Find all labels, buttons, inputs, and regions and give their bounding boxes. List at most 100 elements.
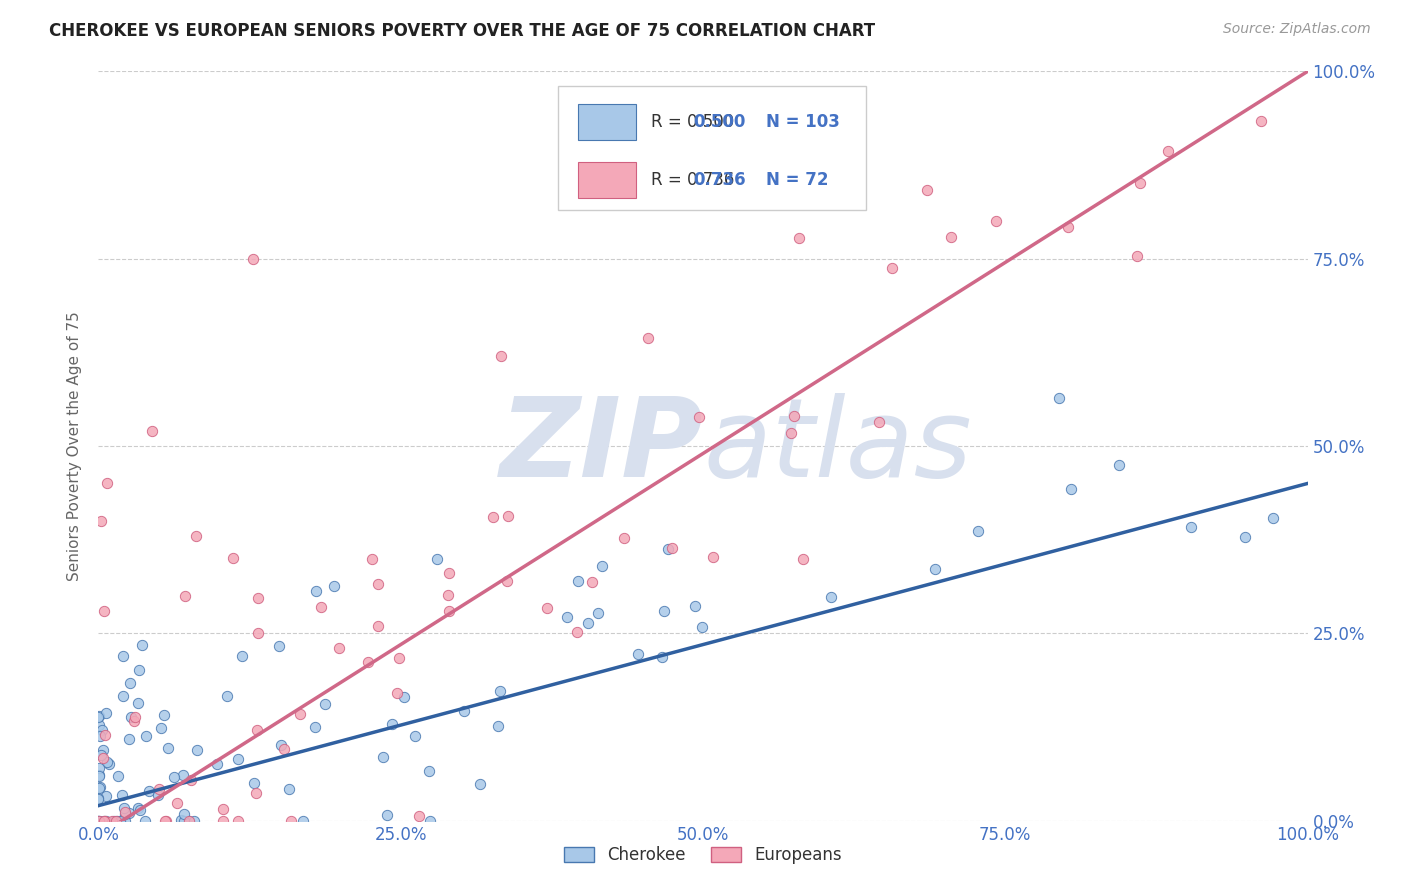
- Point: [496, 508, 519, 523]
- Point: [124, 709, 146, 723]
- Point: [613, 532, 636, 546]
- Point: [163, 770, 186, 784]
- Point: [183, 814, 205, 828]
- Point: [108, 814, 131, 828]
- Point: [184, 529, 207, 543]
- Point: [486, 719, 509, 733]
- Point: [591, 558, 613, 573]
- Point: [111, 649, 134, 664]
- Point: [96, 756, 118, 770]
- Point: [453, 704, 475, 718]
- Point: [94, 789, 117, 804]
- Point: [87, 814, 110, 828]
- Point: [90, 747, 112, 762]
- Point: [915, 183, 938, 197]
- Point: [967, 524, 990, 538]
- Point: [87, 768, 110, 782]
- Point: [1129, 176, 1152, 190]
- Point: [309, 599, 332, 614]
- Point: [89, 781, 111, 796]
- Point: [155, 814, 177, 828]
- Point: [418, 764, 440, 778]
- Point: [138, 783, 160, 797]
- Point: [245, 786, 267, 800]
- FancyBboxPatch shape: [578, 104, 637, 140]
- Point: [388, 651, 411, 665]
- Point: [496, 574, 519, 588]
- Point: [288, 707, 311, 722]
- Point: [404, 729, 426, 743]
- Point: [322, 579, 344, 593]
- Point: [215, 690, 238, 704]
- Text: R = 0.736: R = 0.736: [651, 171, 734, 189]
- Point: [134, 814, 156, 828]
- Point: [98, 756, 121, 771]
- Point: [91, 750, 114, 764]
- Point: [683, 599, 706, 613]
- Text: Source: ZipAtlas.com: Source: ZipAtlas.com: [1223, 22, 1371, 37]
- Y-axis label: Seniors Poverty Over the Age of 75: Seniors Poverty Over the Age of 75: [67, 311, 83, 581]
- Point: [408, 809, 430, 823]
- Text: R = 0.500: R = 0.500: [651, 113, 734, 131]
- Point: [381, 716, 404, 731]
- Point: [1047, 391, 1070, 405]
- Point: [122, 714, 145, 729]
- Point: [172, 767, 194, 781]
- Point: [1250, 114, 1272, 128]
- Text: 0.500: 0.500: [693, 113, 745, 131]
- Point: [110, 814, 132, 828]
- Point: [357, 655, 380, 669]
- Point: [93, 604, 115, 618]
- Point: [267, 640, 290, 654]
- FancyBboxPatch shape: [578, 162, 637, 198]
- Point: [173, 589, 195, 603]
- Point: [128, 663, 150, 677]
- Point: [247, 591, 270, 606]
- Point: [273, 741, 295, 756]
- Text: CHEROKEE VS EUROPEAN SENIORS POVERTY OVER THE AGE OF 75 CORRELATION CHART: CHEROKEE VS EUROPEAN SENIORS POVERTY OVE…: [49, 22, 876, 40]
- Point: [688, 409, 710, 424]
- Point: [112, 801, 135, 815]
- Text: 0.736: 0.736: [693, 171, 747, 189]
- Point: [637, 330, 659, 344]
- Point: [565, 624, 588, 639]
- Point: [375, 807, 398, 822]
- Point: [1234, 530, 1257, 544]
- Point: [652, 604, 675, 618]
- Point: [924, 562, 946, 576]
- Point: [702, 549, 724, 564]
- Point: [567, 574, 589, 588]
- Point: [242, 776, 264, 790]
- Point: [105, 814, 128, 828]
- Point: [1263, 510, 1285, 524]
- Point: [101, 814, 124, 828]
- Point: [152, 707, 174, 722]
- Point: [87, 814, 110, 828]
- Point: [141, 424, 163, 438]
- Point: [231, 648, 253, 663]
- Point: [1157, 145, 1180, 159]
- Point: [278, 781, 301, 796]
- Text: N = 103: N = 103: [766, 113, 839, 131]
- Point: [186, 743, 208, 757]
- Point: [270, 738, 292, 752]
- Point: [87, 761, 110, 775]
- Point: [103, 814, 125, 828]
- Point: [305, 584, 328, 599]
- Point: [111, 689, 134, 703]
- Point: [89, 729, 111, 743]
- Point: [87, 718, 110, 732]
- Point: [820, 590, 842, 604]
- Point: [89, 780, 111, 794]
- Point: [661, 541, 683, 555]
- Point: [304, 720, 326, 734]
- Point: [93, 814, 115, 828]
- Point: [536, 600, 558, 615]
- Point: [314, 698, 336, 712]
- Point: [177, 814, 200, 828]
- Point: [226, 752, 249, 766]
- Point: [292, 814, 315, 828]
- Point: [104, 814, 127, 828]
- Point: [129, 803, 152, 817]
- Point: [87, 709, 110, 723]
